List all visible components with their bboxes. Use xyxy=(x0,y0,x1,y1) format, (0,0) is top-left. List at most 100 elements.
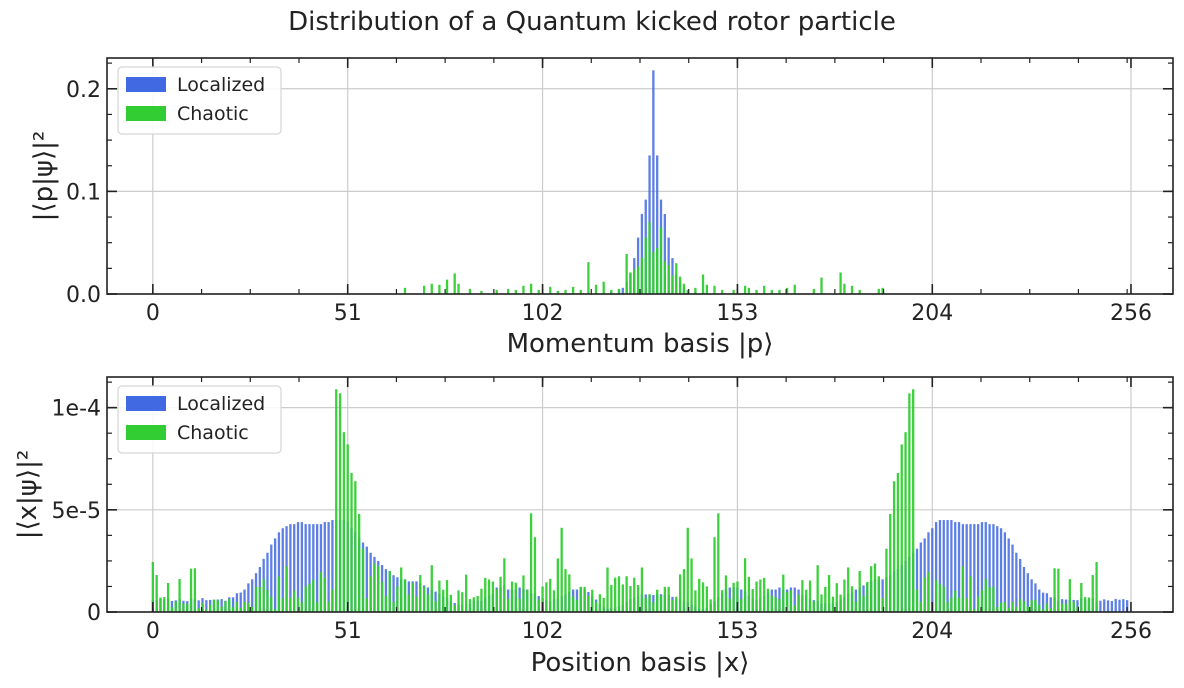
y-tick-label: 0.0 xyxy=(66,283,101,308)
bar-chaotic xyxy=(514,289,517,294)
bar-chaotic xyxy=(338,393,342,612)
bar-chaotic xyxy=(319,571,323,612)
bar-chaotic xyxy=(984,579,987,612)
bar-chaotic xyxy=(694,590,697,612)
bar-localized xyxy=(793,587,796,612)
y-tick-label: 0.1 xyxy=(66,180,101,205)
bar-chaotic xyxy=(873,563,877,612)
bar-localized xyxy=(315,524,319,612)
bar-chaotic xyxy=(468,288,472,294)
bar-chaotic xyxy=(159,597,162,612)
bar-chaotic xyxy=(900,444,903,612)
bar-chaotic xyxy=(430,565,433,612)
bar-chaotic xyxy=(591,589,594,612)
bar-chaotic xyxy=(1064,603,1068,612)
bar-chaotic xyxy=(698,578,701,612)
bar-chaotic xyxy=(1087,597,1091,612)
bar-localized xyxy=(988,524,991,612)
bar-localized xyxy=(621,287,624,294)
bar-localized xyxy=(251,579,254,612)
bar-chaotic xyxy=(976,596,980,612)
bar-chaotic xyxy=(751,589,754,612)
bar-chaotic xyxy=(950,597,953,612)
bar-chaotic xyxy=(954,590,957,612)
bar-chaotic xyxy=(808,580,812,612)
bar-chaotic xyxy=(648,222,651,294)
bar-chaotic xyxy=(373,563,376,612)
bar-chaotic xyxy=(568,574,571,612)
bar-chaotic xyxy=(526,590,529,612)
bar-localized xyxy=(1099,600,1102,612)
bar-chaotic xyxy=(549,286,552,294)
bar-localized xyxy=(999,528,1003,612)
x-tick-label: 0 xyxy=(146,619,160,644)
bar-chaotic xyxy=(388,570,391,612)
bar-chaotic xyxy=(312,579,315,612)
bar-localized xyxy=(942,520,945,612)
bar-chaotic xyxy=(556,558,559,612)
bar-chaotic xyxy=(858,289,861,294)
bar-chaotic xyxy=(717,513,720,612)
bar-chaotic xyxy=(858,570,861,612)
bar-chaotic xyxy=(999,602,1003,612)
bar-chaotic xyxy=(1003,601,1007,612)
bar-chaotic xyxy=(1057,568,1060,612)
bar-chaotic xyxy=(522,575,525,612)
bar-chaotic xyxy=(499,576,502,612)
legend-swatch-localized xyxy=(126,77,166,92)
bar-chaotic xyxy=(759,579,762,612)
bar-chaotic xyxy=(1095,561,1098,612)
panel-position: 0 51 102 153 204 256 0 5e-5 1e-4 Position basis … xyxy=(13,376,1174,678)
bar-chaotic xyxy=(770,595,773,612)
bar-chaotic xyxy=(281,598,284,612)
bar-chaotic xyxy=(461,592,464,612)
legend-momentum: Localized Chaotic xyxy=(117,66,282,135)
bar-chaotic xyxy=(251,606,254,612)
bar-localized xyxy=(281,528,284,612)
bar-chaotic xyxy=(614,577,617,612)
bar-localized xyxy=(308,524,311,612)
x-tick-label: 0 xyxy=(146,301,160,326)
bar-chaotic xyxy=(763,285,766,294)
bar-chaotic xyxy=(678,276,682,294)
bar-localized xyxy=(289,524,292,612)
bar-chaotic xyxy=(801,580,804,612)
y-axis-label-position: |⟨x|ψ⟩|² xyxy=(13,450,43,540)
x-axis-label-momentum: Momentum basis |p⟩ xyxy=(507,329,774,359)
bar-chaotic xyxy=(816,565,819,612)
bar-localized xyxy=(323,522,326,612)
bar-chaotic xyxy=(973,608,976,612)
bar-localized xyxy=(384,569,388,612)
bar-chaotic xyxy=(992,587,995,612)
bar-localized xyxy=(319,524,323,612)
bar-chaotic xyxy=(904,432,907,612)
bar-chaotic xyxy=(235,601,239,612)
bar-chaotic xyxy=(465,574,468,612)
bar-chaotic xyxy=(938,583,942,612)
bar-chaotic xyxy=(663,261,666,294)
bar-chaotic xyxy=(1034,599,1037,612)
bar-localized xyxy=(266,552,269,612)
bar-chaotic xyxy=(602,281,605,294)
bar-localized xyxy=(327,522,330,612)
bar-chaotic xyxy=(396,586,399,612)
bar-chaotic xyxy=(419,575,422,612)
bar-chaotic xyxy=(671,275,674,294)
bar-chaotic xyxy=(529,283,533,294)
x-tick-label: 51 xyxy=(334,301,362,326)
bar-chaotic xyxy=(1011,601,1014,612)
legend-position: Localized Chaotic xyxy=(117,385,282,454)
bar-chaotic xyxy=(369,576,372,612)
bar-chaotic xyxy=(713,285,716,294)
bar-chaotic xyxy=(644,597,647,612)
x-axis-label-position: Position basis |x⟩ xyxy=(531,648,750,678)
bar-chaotic xyxy=(522,285,525,294)
bar-localized xyxy=(220,599,223,612)
bar-chaotic xyxy=(824,586,827,612)
bar-chaotic xyxy=(850,586,854,612)
bar-chaotic xyxy=(285,566,288,612)
y-tick-label: 1e-4 xyxy=(52,397,101,422)
bar-chaotic xyxy=(308,583,311,612)
bar-chaotic xyxy=(560,527,563,612)
